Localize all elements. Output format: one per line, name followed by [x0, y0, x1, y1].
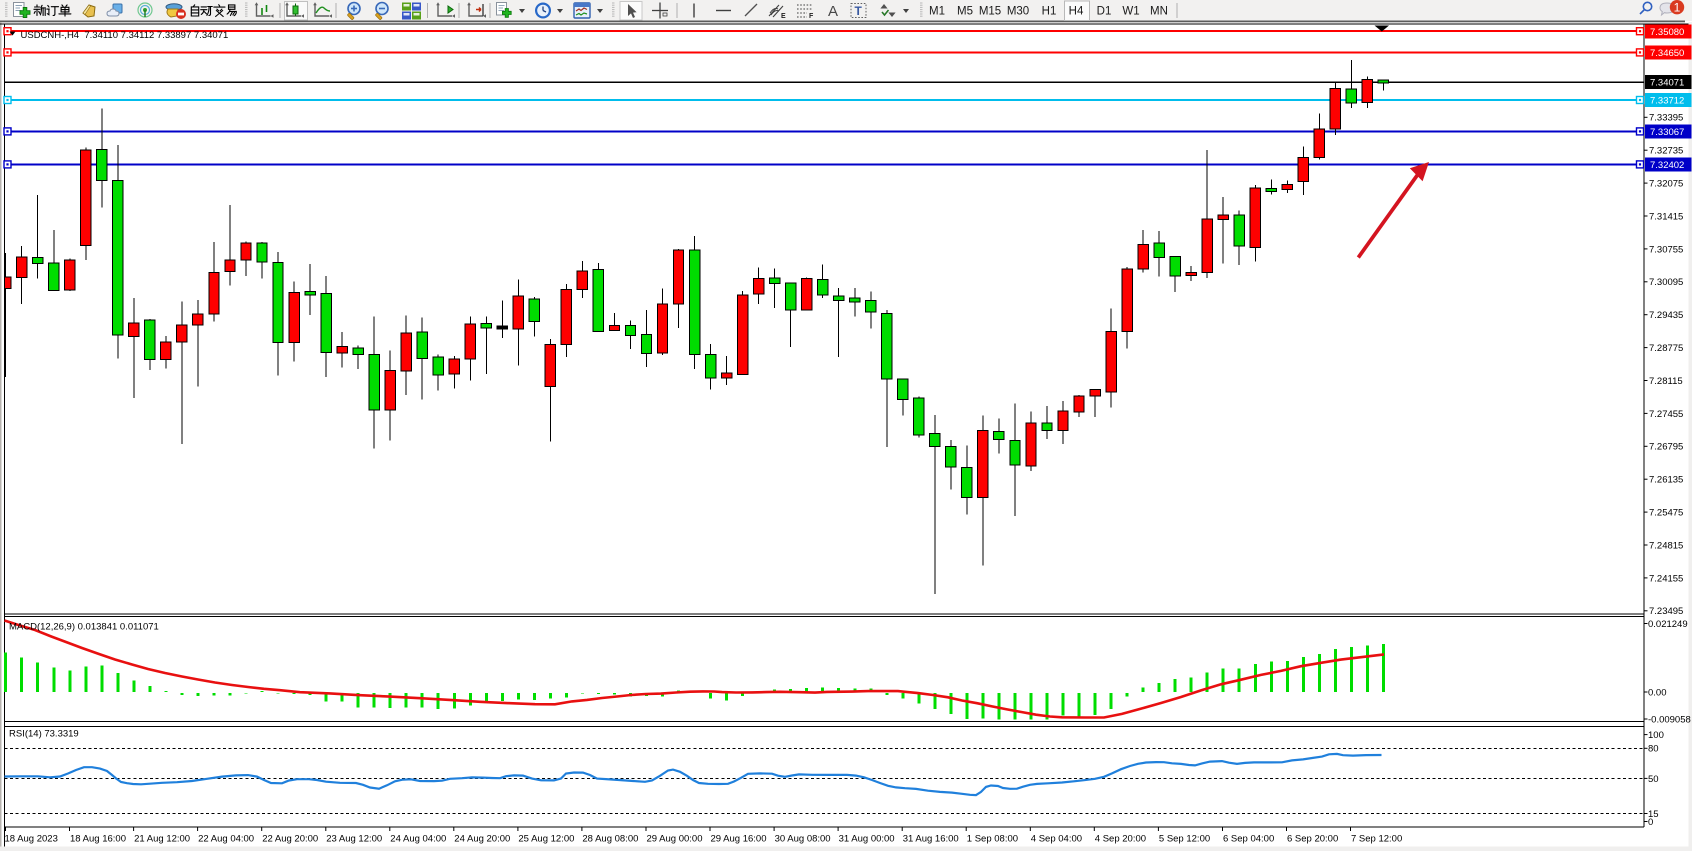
svg-text:1: 1 [1674, 1, 1681, 15]
svg-text:0: 0 [1648, 817, 1653, 828]
svg-text:29 Aug 00:00: 29 Aug 00:00 [647, 834, 703, 845]
svg-text:15: 15 [1648, 809, 1659, 820]
svg-text:28 Aug 08:00: 28 Aug 08:00 [582, 834, 638, 845]
svg-text:7.32402: 7.32402 [1650, 160, 1684, 171]
svg-text:6 Sep 04:00: 6 Sep 04:00 [1223, 834, 1274, 845]
svg-text:7.31415: 7.31415 [1649, 211, 1683, 222]
svg-text:7.26135: 7.26135 [1649, 475, 1683, 486]
svg-text:7.33712: 7.33712 [1650, 95, 1684, 106]
svg-text:4 Sep 04:00: 4 Sep 04:00 [1031, 834, 1082, 845]
svg-text:7.29435: 7.29435 [1649, 310, 1683, 321]
svg-text:T: T [855, 4, 863, 18]
svg-text:31 Aug 16:00: 31 Aug 16:00 [903, 834, 959, 845]
svg-text:7.33395: 7.33395 [1649, 113, 1683, 124]
svg-text:50: 50 [1648, 774, 1659, 785]
svg-text:7.30095: 7.30095 [1649, 277, 1683, 288]
svg-text:29 Aug 16:00: 29 Aug 16:00 [711, 834, 767, 845]
svg-text:4 Sep 20:00: 4 Sep 20:00 [1095, 834, 1146, 845]
svg-text:7.27455: 7.27455 [1649, 409, 1683, 420]
svg-text:-0.009058: -0.009058 [1648, 714, 1691, 725]
svg-text:7.32075: 7.32075 [1649, 179, 1683, 190]
svg-text:7.32735: 7.32735 [1649, 146, 1683, 157]
svg-text:7.28775: 7.28775 [1649, 343, 1683, 354]
svg-text:100: 100 [1648, 730, 1664, 741]
svg-text:E: E [781, 13, 786, 20]
svg-text:24 Aug 04:00: 24 Aug 04:00 [390, 834, 446, 845]
svg-text:W1: W1 [1122, 6, 1139, 18]
svg-text:MACD(12,26,9) 0.013841 0.01107: MACD(12,26,9) 0.013841 0.011071 [9, 622, 159, 633]
svg-text:30 Aug 08:00: 30 Aug 08:00 [775, 834, 831, 845]
svg-text:6 Sep 20:00: 6 Sep 20:00 [1287, 834, 1338, 845]
svg-text:21 Aug 12:00: 21 Aug 12:00 [134, 834, 190, 845]
svg-text:18 Aug 2023: 18 Aug 2023 [5, 834, 58, 845]
svg-text:7.34071: 7.34071 [1650, 77, 1684, 88]
svg-text:25 Aug 12:00: 25 Aug 12:00 [518, 834, 574, 845]
svg-text:0.021249: 0.021249 [1648, 619, 1688, 630]
svg-text:F: F [809, 13, 814, 20]
svg-text:7.23495: 7.23495 [1649, 606, 1683, 617]
svg-text:7.24155: 7.24155 [1649, 573, 1683, 584]
svg-text:22 Aug 04:00: 22 Aug 04:00 [198, 834, 254, 845]
svg-text:7.34650: 7.34650 [1650, 48, 1684, 59]
svg-text:23 Aug 12:00: 23 Aug 12:00 [326, 834, 382, 845]
svg-text:M15: M15 [979, 6, 1001, 18]
svg-text:7.26795: 7.26795 [1649, 442, 1683, 453]
svg-text:22 Aug 20:00: 22 Aug 20:00 [262, 834, 318, 845]
svg-text:D1: D1 [1097, 6, 1112, 18]
svg-text:RSI(14) 73.3319: RSI(14) 73.3319 [9, 729, 79, 740]
svg-text:7.33067: 7.33067 [1650, 127, 1684, 138]
svg-text:M1: M1 [929, 6, 945, 18]
svg-text:USDCNH-,H4 7.34110 7.34112 7.: USDCNH-,H4 7.34110 7.34112 7.33897 7.340… [21, 30, 229, 41]
svg-text:0.00: 0.00 [1648, 687, 1667, 698]
svg-text:7 Sep 12:00: 7 Sep 12:00 [1351, 834, 1402, 845]
svg-text:A: A [828, 3, 838, 20]
svg-text:7.35080: 7.35080 [1650, 27, 1684, 38]
svg-text:H4: H4 [1069, 6, 1084, 18]
svg-text:MN: MN [1150, 6, 1168, 18]
svg-text:24 Aug 20:00: 24 Aug 20:00 [454, 834, 510, 845]
svg-text:7.28115: 7.28115 [1649, 376, 1683, 387]
svg-text:18 Aug 16:00: 18 Aug 16:00 [70, 834, 126, 845]
svg-text:7.25475: 7.25475 [1649, 508, 1683, 519]
svg-text:5 Sep 12:00: 5 Sep 12:00 [1159, 834, 1210, 845]
svg-text:31 Aug 00:00: 31 Aug 00:00 [839, 834, 895, 845]
svg-text:7.24815: 7.24815 [1649, 540, 1683, 551]
svg-text:7.30755: 7.30755 [1649, 244, 1683, 255]
svg-text:H1: H1 [1042, 6, 1057, 18]
svg-text:80: 80 [1648, 744, 1659, 755]
svg-text:1 Sep 08:00: 1 Sep 08:00 [967, 834, 1018, 845]
svg-text:M5: M5 [957, 6, 973, 18]
svg-text:M30: M30 [1007, 6, 1029, 18]
